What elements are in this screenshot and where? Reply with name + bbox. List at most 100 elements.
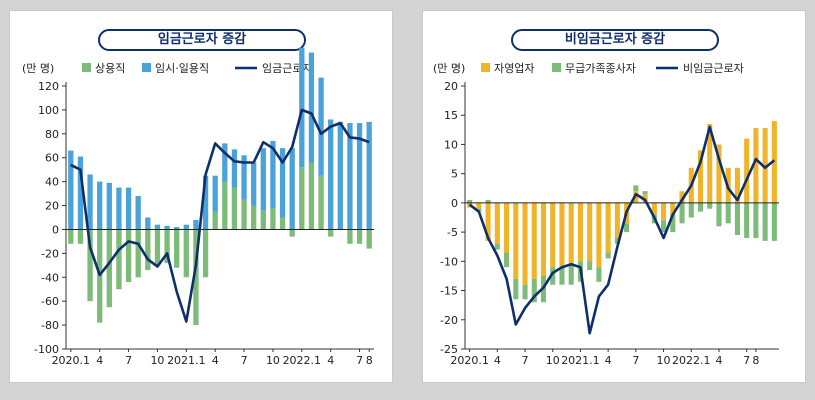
bar <box>494 243 500 250</box>
bar <box>494 202 500 244</box>
bar <box>174 229 180 268</box>
y-tick-label: -40 <box>41 271 59 284</box>
chart-svg-nonwage-workers: (만 명) 자영업자 무급가족종사자 비임금근로자 20 15 10 5 0 -5 -10 -15 -2… <box>433 62 779 367</box>
bar <box>279 217 286 230</box>
bar <box>366 229 372 249</box>
bar <box>697 202 704 212</box>
bar <box>202 229 209 278</box>
bar <box>154 229 161 266</box>
bar <box>531 278 537 303</box>
bar <box>504 202 510 253</box>
bar <box>222 181 228 230</box>
bar <box>231 149 238 188</box>
bar <box>193 219 199 230</box>
bar <box>633 191 639 203</box>
bar <box>716 202 722 227</box>
x-tick-label: 8 <box>366 354 373 367</box>
bar <box>135 195 141 230</box>
x-tick-label: 2020.1 <box>52 354 91 367</box>
bar <box>328 119 334 230</box>
bar <box>614 202 620 238</box>
bar <box>522 284 528 300</box>
bar <box>642 191 648 195</box>
bar <box>744 202 750 238</box>
x-tick-label: 4 <box>96 354 103 367</box>
bar <box>106 182 112 230</box>
bar <box>744 138 750 203</box>
bar <box>697 150 704 203</box>
legend-label: 임시·일용직 <box>155 61 209 75</box>
bar <box>145 217 151 230</box>
y-tick-label: -60 <box>41 295 59 308</box>
bar <box>299 167 305 230</box>
bar <box>679 202 685 224</box>
bar <box>596 267 602 282</box>
bar <box>125 229 132 283</box>
bar <box>183 229 189 278</box>
y-tick-label: 60 <box>45 152 59 165</box>
series-line <box>70 108 370 323</box>
bar <box>568 202 574 265</box>
x-tick-label: 4 <box>212 354 219 367</box>
bar <box>688 202 694 218</box>
x-tick-label: 10 <box>657 354 671 367</box>
legend-swatch <box>552 63 561 72</box>
y-tick-label: 0 <box>451 197 458 210</box>
y-tick-label: -100 <box>34 343 59 356</box>
bar <box>771 121 777 203</box>
bar <box>289 148 295 230</box>
chart-svg-wage-workers: (만 명) 상용직 임시·일용직 임금근로자 120 100 80 60 40 20 0 -20 -40… <box>22 47 374 367</box>
bar <box>318 77 324 176</box>
bar <box>476 202 482 209</box>
bar <box>753 202 759 238</box>
bar <box>771 202 777 241</box>
x-tick-label: 2021.1 <box>167 354 206 367</box>
legend-swatch <box>82 63 91 72</box>
bar <box>116 187 122 230</box>
bar <box>87 229 93 302</box>
x-tick-label: 7 <box>522 354 529 367</box>
bar <box>366 121 372 230</box>
bar <box>716 144 722 203</box>
bar <box>154 224 161 230</box>
x-tick-label: 7 <box>356 354 363 367</box>
bar <box>318 175 324 230</box>
bar <box>762 202 768 241</box>
bar <box>734 167 740 203</box>
bar <box>251 162 257 206</box>
bar <box>651 202 657 215</box>
bar <box>587 202 593 262</box>
x-tick-label: 7 <box>632 354 639 367</box>
y-tick-label: 20 <box>45 200 59 213</box>
legend-swatch <box>481 63 490 72</box>
bar <box>241 155 247 200</box>
bar <box>251 205 257 230</box>
x-tick-label: 7 <box>241 354 248 367</box>
x-tick-label: 2022.1 <box>672 354 711 367</box>
legend-label: 상용직 <box>95 62 125 75</box>
y-tick-label: 40 <box>45 176 59 189</box>
bar <box>337 121 343 230</box>
legend-label: 자영업자 <box>494 62 534 75</box>
x-tick-label: 10 <box>150 354 164 367</box>
y-tick-label: -5 <box>447 226 458 239</box>
bar <box>540 202 547 276</box>
y-tick-label: 120 <box>38 80 59 93</box>
legend-swatch <box>142 63 151 72</box>
bar <box>270 140 276 208</box>
bar <box>106 229 112 308</box>
bar <box>513 278 519 300</box>
bar <box>753 128 759 203</box>
unit-label: (만 명) <box>22 62 54 75</box>
bar <box>231 187 238 230</box>
bar <box>531 202 537 279</box>
y-tick-label: 15 <box>444 109 458 122</box>
bar <box>68 150 74 230</box>
x-tick-label: 7 <box>125 354 132 367</box>
bar <box>299 47 305 168</box>
bar <box>193 229 199 326</box>
bar <box>661 220 667 233</box>
bar <box>605 202 611 253</box>
bar <box>183 224 189 230</box>
bar <box>550 202 556 268</box>
